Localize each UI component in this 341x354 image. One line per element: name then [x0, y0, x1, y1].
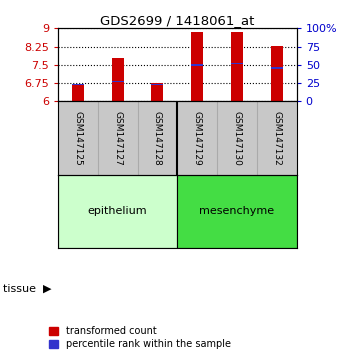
- Bar: [191, 32, 203, 102]
- Title: GDS2699 / 1418061_at: GDS2699 / 1418061_at: [100, 14, 254, 27]
- Bar: [151, 84, 163, 85]
- Text: epithelium: epithelium: [88, 206, 147, 216]
- Text: GSM147127: GSM147127: [113, 111, 122, 165]
- Text: GSM147125: GSM147125: [73, 111, 83, 165]
- Text: mesenchyme: mesenchyme: [199, 206, 275, 216]
- Bar: [58, 175, 177, 248]
- Bar: [72, 84, 84, 85]
- Bar: [231, 63, 243, 64]
- Legend: transformed count, percentile rank within the sample: transformed count, percentile rank withi…: [49, 326, 231, 349]
- Bar: [72, 85, 84, 102]
- Bar: [112, 58, 124, 102]
- Bar: [177, 175, 297, 248]
- Text: GSM147130: GSM147130: [233, 110, 241, 166]
- Bar: [271, 46, 283, 102]
- Bar: [191, 64, 203, 66]
- Bar: [112, 81, 124, 82]
- Bar: [231, 32, 243, 102]
- Text: GSM147128: GSM147128: [153, 111, 162, 165]
- Text: GSM147132: GSM147132: [272, 111, 281, 165]
- Text: GSM147129: GSM147129: [193, 111, 202, 165]
- Bar: [271, 67, 283, 69]
- Text: tissue  ▶: tissue ▶: [3, 284, 52, 293]
- Bar: [151, 84, 163, 102]
